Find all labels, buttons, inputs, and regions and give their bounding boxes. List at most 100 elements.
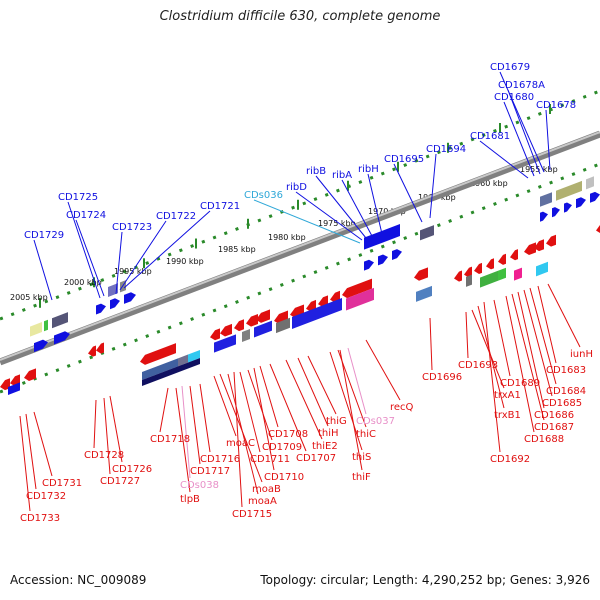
gene-label[interactable]: CD1729 — [24, 230, 64, 241]
gene-label[interactable]: trxA1 — [494, 390, 521, 401]
forward-gene-arrow[interactable] — [564, 202, 572, 213]
gene-label[interactable]: CD1708 — [268, 429, 308, 440]
forward-gene-arrow[interactable] — [540, 211, 548, 222]
gene-label[interactable]: CD1718 — [150, 434, 190, 445]
feature-block[interactable] — [254, 320, 272, 338]
gene-label[interactable]: iunH — [570, 349, 593, 360]
gene-label[interactable]: thiG — [326, 416, 347, 427]
feature-block[interactable] — [466, 274, 472, 287]
gene-label[interactable]: CD1684 — [546, 386, 586, 397]
gene-label[interactable]: CD1693 — [458, 360, 498, 371]
gene-label[interactable]: moaB — [252, 484, 281, 495]
gene-label[interactable]: CD1688 — [524, 434, 564, 445]
gene-label[interactable]: thiE2 — [312, 441, 338, 452]
gene-label[interactable]: ribA — [332, 170, 352, 181]
gene-features[interactable] — [0, 176, 600, 395]
forward-gene-arrow[interactable] — [110, 298, 120, 310]
gene-label[interactable]: ribB — [306, 166, 326, 177]
gene-label[interactable]: CD1722 — [156, 211, 196, 222]
feature-block[interactable] — [8, 382, 20, 395]
gene-label[interactable]: CDs036 — [244, 190, 283, 201]
reverse-gene-arrow[interactable] — [96, 342, 104, 354]
gene-label[interactable]: CD1709 — [262, 442, 302, 453]
feature-block[interactable] — [108, 283, 118, 297]
feature-block[interactable] — [536, 261, 548, 277]
gene-label[interactable]: CD1710 — [264, 472, 304, 483]
reverse-gene-arrow[interactable] — [140, 343, 176, 365]
gene-label[interactable]: CD1725 — [58, 192, 98, 203]
reverse-gene-arrow[interactable] — [342, 278, 372, 299]
gene-label[interactable]: CD1731 — [42, 478, 82, 489]
gene-label[interactable]: CD1724 — [66, 210, 106, 221]
gene-label[interactable]: CD1686 — [534, 410, 574, 421]
gene-label[interactable]: thiC — [356, 429, 376, 440]
forward-gene-arrow[interactable] — [34, 339, 48, 353]
reverse-gene-arrow[interactable] — [596, 222, 600, 233]
gene-label[interactable]: thiS — [352, 452, 371, 463]
feature-block[interactable] — [346, 287, 374, 311]
gene-label[interactable]: CD1689 — [500, 378, 540, 389]
gene-label[interactable]: ribH — [358, 164, 379, 175]
gene-label[interactable]: CD1678A — [498, 80, 545, 91]
feature-block[interactable] — [540, 192, 552, 207]
reverse-gene-arrow[interactable] — [318, 295, 328, 308]
feature-block[interactable] — [514, 267, 522, 281]
reverse-gene-arrow[interactable] — [510, 249, 518, 261]
gene-label[interactable]: trxB1 — [494, 410, 521, 421]
forward-gene-arrow[interactable] — [124, 292, 136, 304]
gene-label[interactable]: CD1679 — [490, 62, 530, 73]
feature-block[interactable] — [292, 298, 342, 330]
reverse-gene-arrow[interactable] — [234, 319, 244, 332]
gene-label[interactable]: CD1728 — [84, 450, 124, 461]
forward-gene-arrow[interactable] — [552, 207, 560, 218]
gene-label[interactable]: CD1695 — [384, 154, 424, 165]
gene-label[interactable]: tlpB — [180, 494, 200, 505]
feature-block[interactable] — [178, 354, 188, 367]
gene-label[interactable]: moaC — [226, 438, 255, 449]
reverse-gene-arrow[interactable] — [414, 267, 428, 281]
feature-block[interactable] — [188, 350, 200, 363]
reverse-gene-arrow[interactable] — [486, 258, 494, 270]
gene-label[interactable]: CD1715 — [232, 509, 272, 520]
reverse-gene-arrow[interactable] — [474, 262, 482, 274]
forward-gene-arrow[interactable] — [590, 191, 600, 203]
feature-block[interactable] — [44, 319, 48, 332]
gene-label[interactable]: CDs037 — [356, 416, 395, 427]
reverse-gene-arrow[interactable] — [88, 345, 96, 357]
gene-label[interactable]: CDs038 — [180, 480, 219, 491]
reverse-gene-arrow[interactable] — [306, 299, 316, 312]
gene-label[interactable]: CD1727 — [100, 476, 140, 487]
gene-label[interactable]: CD1732 — [26, 491, 66, 502]
reverse-gene-arrow[interactable] — [24, 368, 36, 381]
forward-gene-arrow[interactable] — [576, 197, 586, 209]
gene-label[interactable]: recQ — [390, 402, 414, 413]
feature-block[interactable] — [586, 176, 594, 190]
gene-label[interactable]: CD1723 — [112, 222, 152, 233]
gene-label[interactable]: CD1692 — [490, 454, 530, 465]
forward-gene-arrow[interactable] — [364, 259, 374, 271]
gene-label[interactable]: CD1716 — [200, 454, 240, 465]
gene-label[interactable]: CD1680 — [494, 92, 534, 103]
gene-label[interactable]: CD1681 — [470, 131, 510, 142]
gene-label[interactable]: CD1707 — [296, 453, 336, 464]
gene-label[interactable]: CD1711 — [250, 454, 290, 465]
feature-block[interactable] — [480, 270, 498, 288]
feature-block[interactable] — [556, 180, 582, 201]
gene-label[interactable]: CD1721 — [200, 201, 240, 212]
feature-block[interactable] — [276, 317, 290, 334]
gene-labels[interactable]: CD1729 CD1725 CD1724 CD1723 CD1722 CD1721 CDs0… — [20, 62, 593, 524]
gene-label[interactable]: CD1696 — [422, 372, 462, 383]
gene-label[interactable]: thiH — [318, 428, 339, 439]
reverse-gene-arrow[interactable] — [10, 374, 20, 387]
feature-block[interactable] — [416, 285, 432, 302]
feature-block[interactable] — [30, 322, 42, 337]
feature-block[interactable] — [142, 358, 200, 387]
gene-label[interactable]: moaA — [248, 496, 277, 507]
feature-block[interactable] — [420, 225, 434, 241]
reverse-gene-arrow[interactable] — [498, 253, 506, 265]
gene-label[interactable]: CD1726 — [112, 464, 152, 475]
gene-label[interactable]: thiF — [352, 472, 371, 483]
gene-label[interactable]: CD1678 — [536, 100, 576, 111]
reverse-gene-arrow[interactable] — [454, 270, 462, 282]
reverse-gene-arrow[interactable] — [220, 323, 232, 337]
